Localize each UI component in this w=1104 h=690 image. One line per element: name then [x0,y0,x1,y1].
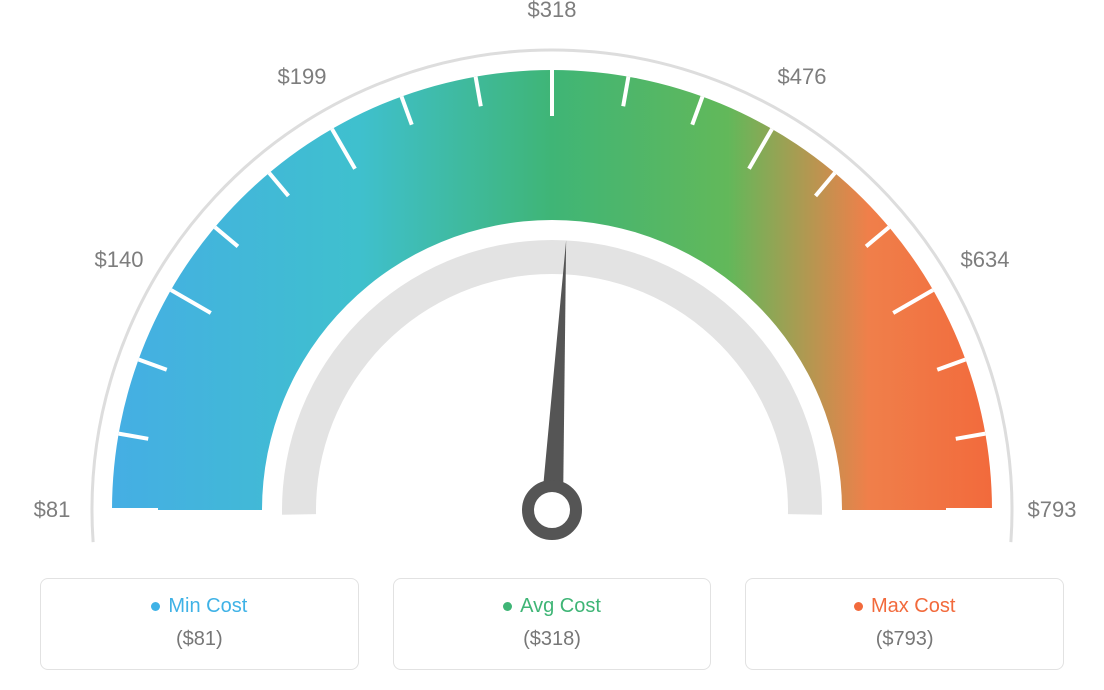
legend-label-avg: Avg Cost [520,595,601,618]
legend-card-min: Min Cost ($81) [40,578,359,670]
legend-value-min: ($81) [51,628,348,651]
legend-row: Min Cost ($81) Avg Cost ($318) Max Cost … [0,578,1104,670]
legend-title-avg: Avg Cost [503,595,601,618]
legend-dot-max [854,602,863,611]
gauge-tick-label: $476 [778,64,827,90]
gauge-tick-label: $634 [961,247,1010,273]
legend-card-max: Max Cost ($793) [745,578,1064,670]
gauge-chart: $81 $140 $199 $318 $476 $634 $793 [0,0,1104,560]
gauge-tick-label: $199 [278,64,327,90]
gauge-tick-label: $140 [95,247,144,273]
legend-value-max: ($793) [756,628,1053,651]
legend-dot-min [151,602,160,611]
legend-card-avg: Avg Cost ($318) [393,578,712,670]
gauge-tick-label: $793 [1028,497,1077,523]
legend-label-max: Max Cost [871,595,955,618]
legend-value-avg: ($318) [404,628,701,651]
legend-title-min: Min Cost [151,595,247,618]
gauge-svg [0,0,1104,560]
gauge-tick-label: $318 [528,0,577,23]
legend-label-min: Min Cost [168,595,247,618]
gauge-tick-label: $81 [34,497,71,523]
legend-title-max: Max Cost [854,595,955,618]
legend-dot-avg [503,602,512,611]
